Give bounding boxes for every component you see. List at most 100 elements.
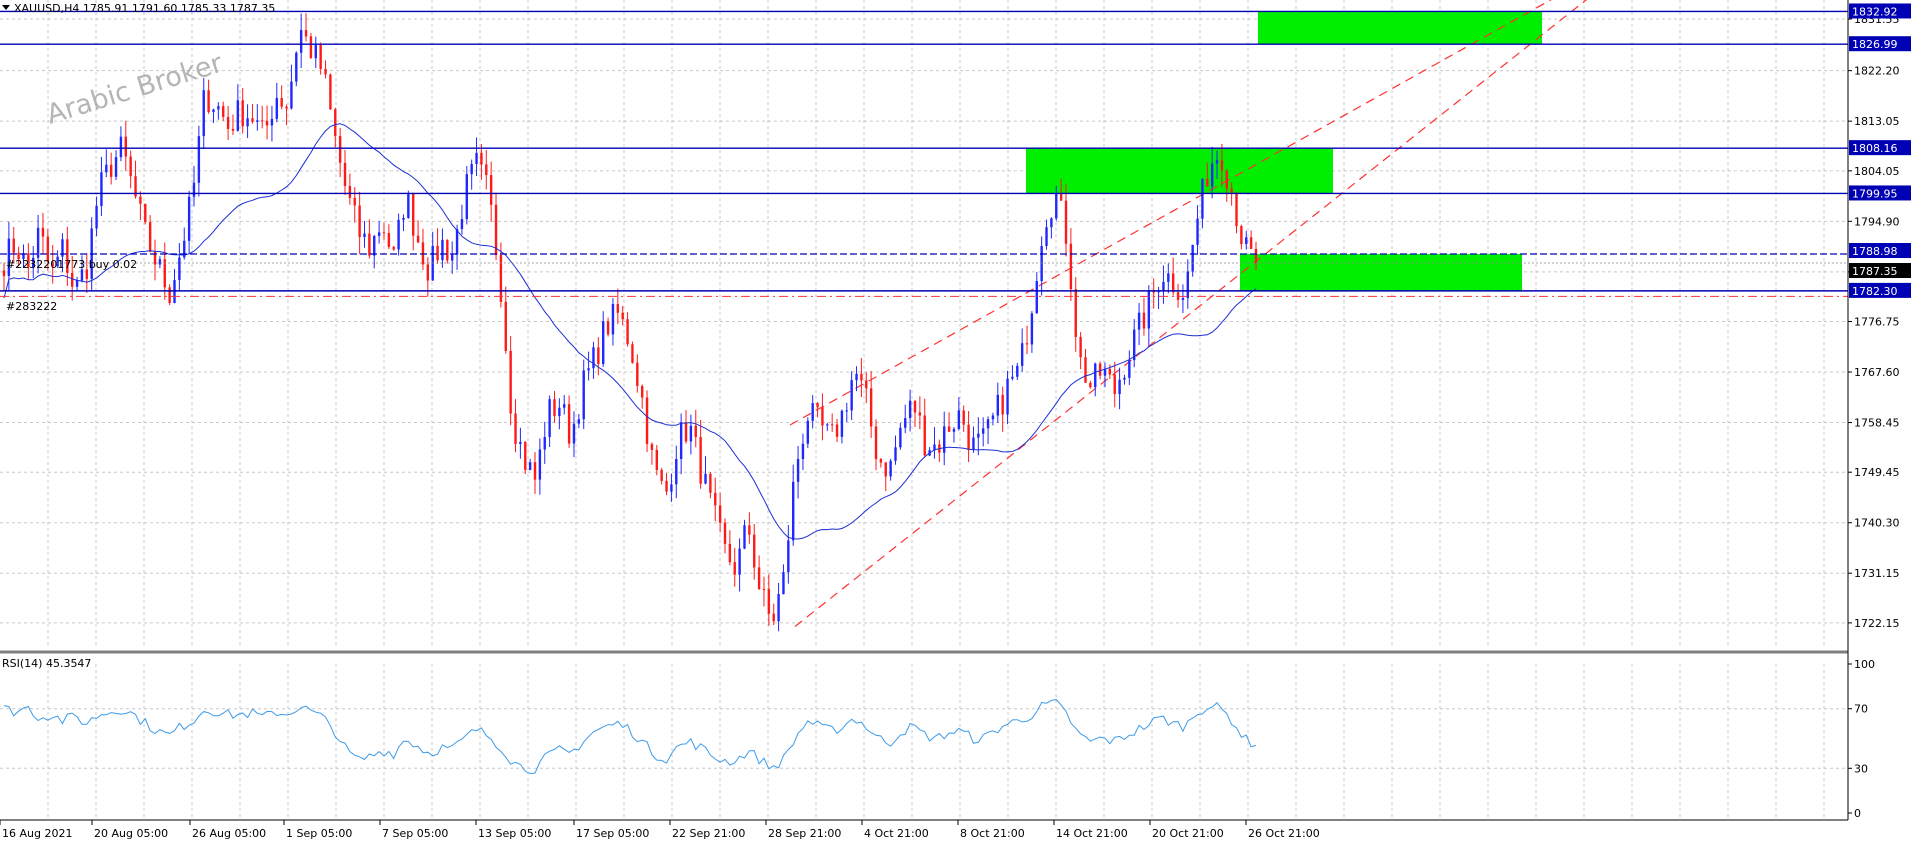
- chevron-down-icon[interactable]: [2, 5, 10, 10]
- candle-body: [548, 399, 551, 438]
- candle-body: [36, 227, 40, 258]
- candle-body: [1123, 377, 1126, 380]
- channel-upper-line: [789, 0, 1552, 426]
- candle-body: [943, 426, 946, 453]
- candle-body: [616, 303, 620, 313]
- candle-body: [1152, 291, 1155, 293]
- candle-body: [280, 98, 283, 107]
- rsi-tick-label: 100: [1854, 658, 1875, 671]
- candle-body: [460, 219, 464, 230]
- candle-body: [904, 418, 907, 428]
- target-zone: [1258, 11, 1542, 45]
- time-axis[interactable]: 16 Aug 2021 20 Aug 05:00 26 Aug 05:00 1 Sep…: [0, 820, 1320, 840]
- rsi-tick-label: 0: [1854, 807, 1861, 820]
- candle-body: [816, 403, 819, 408]
- candle-body: [840, 410, 844, 437]
- price-tick-label: 1794.90: [1854, 215, 1900, 228]
- price-tag-label: 1808.16: [1852, 142, 1898, 155]
- candle-body: [933, 444, 936, 451]
- header: XAUUSD,H4 1785.91 1791.60 1785.33 1787.3…: [2, 2, 275, 15]
- candle-body: [582, 370, 585, 420]
- time-tick-label: 4 Oct 21:00: [864, 827, 929, 840]
- candle-body: [514, 413, 517, 445]
- candle-body: [119, 136, 123, 158]
- candle-body: [684, 422, 688, 442]
- candle-body: [650, 444, 654, 450]
- candle-body: [66, 239, 69, 273]
- price-tag-box: [1849, 263, 1911, 279]
- candle-body: [192, 182, 196, 197]
- price-tag-box: [1849, 3, 1911, 19]
- candle-body: [56, 256, 59, 267]
- candle-body: [845, 410, 848, 412]
- grid-lines: [0, 0, 1848, 818]
- candle-body: [412, 192, 415, 236]
- candle-body: [1254, 248, 1258, 264]
- price-axis[interactable]: 1831.551822.201813.051804.051794.901785.…: [1848, 13, 1900, 630]
- price-tick-label: 1731.15: [1854, 567, 1900, 580]
- price-tag-box: [1849, 243, 1911, 259]
- candle-body: [762, 589, 766, 591]
- candle-body: [1157, 291, 1160, 293]
- candle-body: [553, 399, 556, 417]
- candle-body: [1074, 289, 1077, 337]
- candle-body: [109, 164, 113, 177]
- moving-average-line: [3, 123, 1257, 540]
- candle-body: [1245, 237, 1248, 245]
- candle-body: [855, 373, 858, 381]
- candle-body: [567, 404, 571, 444]
- candle-body: [1137, 312, 1141, 330]
- candle-body: [129, 156, 132, 177]
- candle-body: [475, 152, 478, 165]
- candle-body: [32, 257, 35, 267]
- candle-body: [392, 246, 395, 250]
- candle-body: [373, 235, 376, 256]
- horizontal-levels[interactable]: [0, 10, 1848, 297]
- candle-body: [1240, 226, 1243, 245]
- candle-body: [22, 253, 25, 259]
- candle-body: [660, 469, 663, 481]
- candle-body: [738, 548, 741, 575]
- candle-body: [889, 460, 892, 477]
- candle-body: [865, 380, 868, 389]
- candle-body: [748, 525, 751, 535]
- candle-body: [114, 157, 118, 177]
- candle-body: [1025, 343, 1029, 345]
- candle-body: [256, 120, 259, 122]
- time-tick-label: 17 Sep 05:00: [576, 827, 649, 840]
- candle-body: [572, 423, 576, 444]
- candle-body: [41, 227, 45, 237]
- candle-body: [134, 176, 137, 197]
- candle-body: [187, 196, 191, 241]
- candle-body: [767, 589, 771, 614]
- candle-body: [1230, 188, 1233, 194]
- candle-body: [407, 192, 410, 218]
- candle-body: [1001, 394, 1004, 415]
- candle-body: [1162, 281, 1165, 292]
- candle-body: [178, 257, 181, 280]
- candle-body: [640, 386, 644, 398]
- candle-body: [801, 443, 805, 460]
- candle-body: [212, 109, 215, 113]
- order-label: #2232201773 buy 0.02: [6, 258, 137, 271]
- candle-body: [358, 205, 361, 238]
- candle-body: [85, 269, 89, 279]
- time-tick-label: 22 Sep 21:00: [672, 827, 745, 840]
- candle-body: [714, 492, 717, 506]
- candle-body: [655, 449, 658, 470]
- candle-body: [743, 525, 746, 549]
- candlestick-series: [2, 13, 1258, 632]
- candle-body: [1142, 312, 1146, 329]
- price-channel[interactable]: [789, 0, 1600, 627]
- candle-body: [821, 407, 824, 426]
- candle-body: [183, 240, 186, 258]
- time-tick-label: 1 Sep 05:00: [286, 827, 352, 840]
- candle-body: [353, 197, 356, 206]
- candle-body: [1133, 329, 1136, 361]
- candle-body: [105, 164, 108, 173]
- candle-body: [806, 420, 810, 444]
- candle-body: [1098, 363, 1102, 376]
- channel-lower-line: [794, 0, 1588, 627]
